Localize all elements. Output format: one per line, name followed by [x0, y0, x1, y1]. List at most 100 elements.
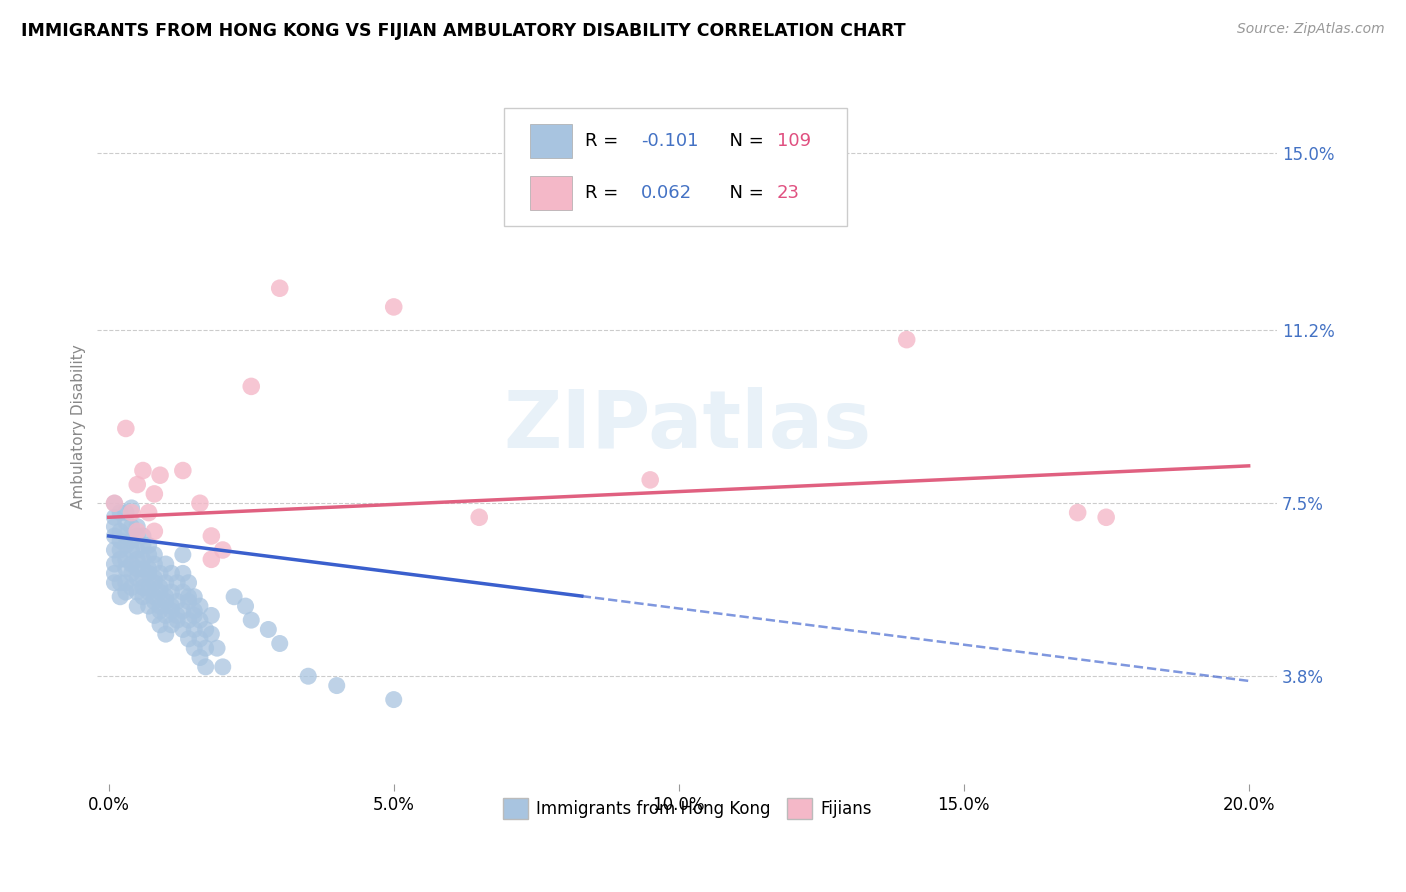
Point: [183, 641, 205, 656]
Point: [138, 548, 160, 562]
Point: [382, 692, 405, 706]
Point: [121, 581, 143, 595]
Point: [132, 464, 155, 478]
Text: R =: R =: [585, 184, 624, 202]
Point: [194, 623, 217, 637]
Point: [200, 627, 222, 641]
Point: [638, 473, 661, 487]
Point: [127, 524, 149, 539]
Point: [172, 548, 194, 562]
Point: [143, 524, 166, 539]
Point: [115, 585, 138, 599]
Text: IMMIGRANTS FROM HONG KONG VS FIJIAN AMBULATORY DISABILITY CORRELATION CHART: IMMIGRANTS FROM HONG KONG VS FIJIAN AMBU…: [21, 22, 905, 40]
Point: [155, 590, 177, 604]
Point: [200, 529, 222, 543]
Point: [132, 562, 155, 576]
Point: [108, 533, 131, 548]
Point: [240, 613, 263, 627]
Point: [155, 594, 177, 608]
Point: [103, 519, 125, 533]
Point: [127, 571, 149, 585]
Point: [172, 604, 194, 618]
Point: [269, 636, 291, 650]
Point: [177, 632, 200, 646]
Point: [257, 623, 280, 637]
Point: [127, 552, 149, 566]
Point: [177, 575, 200, 590]
Point: [115, 562, 138, 576]
Point: [149, 604, 172, 618]
Point: [896, 333, 918, 347]
Point: [155, 575, 177, 590]
Y-axis label: Ambulatory Disability: Ambulatory Disability: [72, 343, 86, 508]
FancyBboxPatch shape: [505, 108, 846, 226]
Point: [188, 599, 211, 613]
FancyBboxPatch shape: [530, 124, 572, 158]
Point: [121, 500, 143, 515]
Point: [138, 562, 160, 576]
Point: [108, 524, 131, 539]
Point: [132, 571, 155, 585]
Point: [127, 562, 149, 576]
Point: [143, 608, 166, 623]
Point: [108, 506, 131, 520]
Point: [172, 585, 194, 599]
Point: [115, 529, 138, 543]
Point: [138, 581, 160, 595]
Point: [177, 594, 200, 608]
Point: [155, 557, 177, 571]
Point: [166, 575, 188, 590]
Point: [115, 538, 138, 552]
Point: [138, 599, 160, 613]
Point: [132, 538, 155, 552]
Point: [115, 575, 138, 590]
Point: [194, 641, 217, 656]
Point: [205, 641, 228, 656]
Point: [121, 519, 143, 533]
Point: [127, 585, 149, 599]
Point: [103, 543, 125, 558]
Point: [211, 543, 233, 558]
Point: [269, 281, 291, 295]
Point: [160, 617, 183, 632]
Text: -0.101: -0.101: [641, 132, 699, 150]
Point: [177, 590, 200, 604]
Point: [200, 552, 222, 566]
Point: [172, 464, 194, 478]
Point: [103, 529, 125, 543]
Point: [155, 608, 177, 623]
Point: [103, 557, 125, 571]
Point: [103, 496, 125, 510]
FancyBboxPatch shape: [530, 176, 572, 211]
Point: [132, 581, 155, 595]
Point: [108, 543, 131, 558]
Point: [127, 543, 149, 558]
Point: [211, 660, 233, 674]
Point: [160, 599, 183, 613]
Point: [224, 590, 246, 604]
Text: Source: ZipAtlas.com: Source: ZipAtlas.com: [1237, 22, 1385, 37]
Point: [172, 623, 194, 637]
Point: [149, 581, 172, 595]
Text: 23: 23: [778, 184, 800, 202]
Point: [103, 510, 125, 524]
Point: [325, 679, 347, 693]
Point: [143, 548, 166, 562]
Point: [160, 566, 183, 581]
Point: [297, 669, 319, 683]
Point: [138, 566, 160, 581]
Point: [183, 623, 205, 637]
Point: [138, 538, 160, 552]
Point: [143, 557, 166, 571]
Point: [115, 515, 138, 529]
Point: [1066, 506, 1088, 520]
Point: [127, 477, 149, 491]
Point: [183, 590, 205, 604]
Point: [155, 627, 177, 641]
Text: N =: N =: [718, 184, 769, 202]
Point: [188, 650, 211, 665]
Point: [127, 529, 149, 543]
Point: [138, 506, 160, 520]
Point: [103, 575, 125, 590]
Point: [143, 590, 166, 604]
